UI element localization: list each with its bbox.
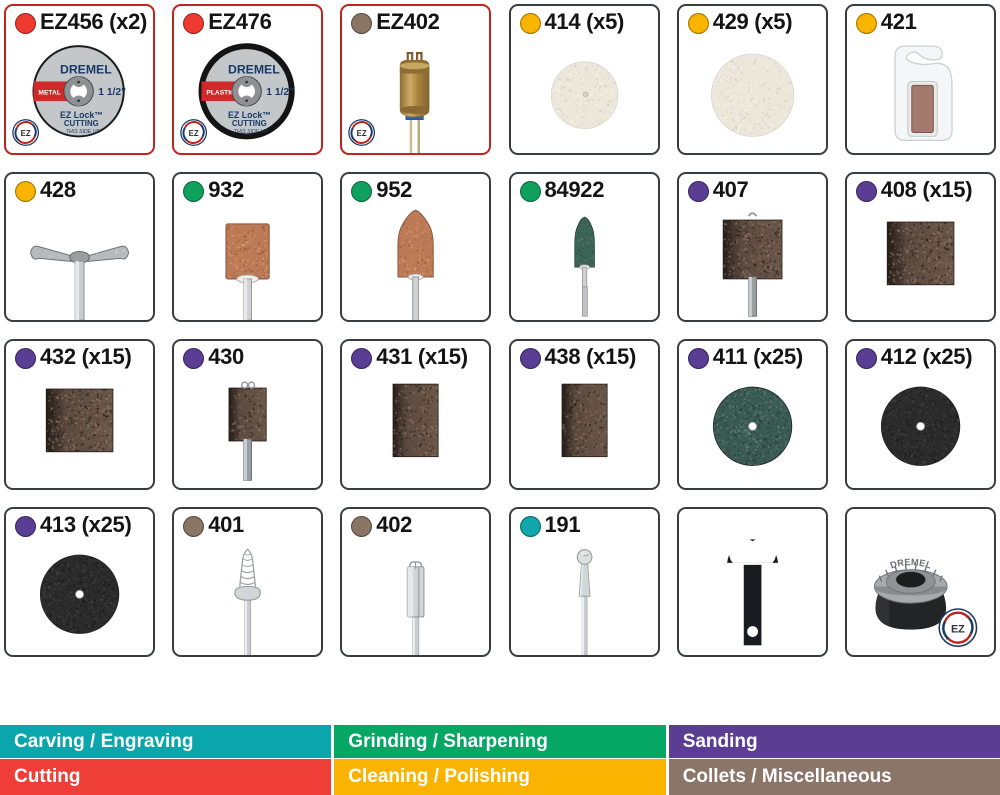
svg-text:EZ: EZ: [21, 129, 31, 138]
svg-text:EZ: EZ: [189, 129, 199, 138]
svg-text:EZ: EZ: [357, 129, 367, 138]
